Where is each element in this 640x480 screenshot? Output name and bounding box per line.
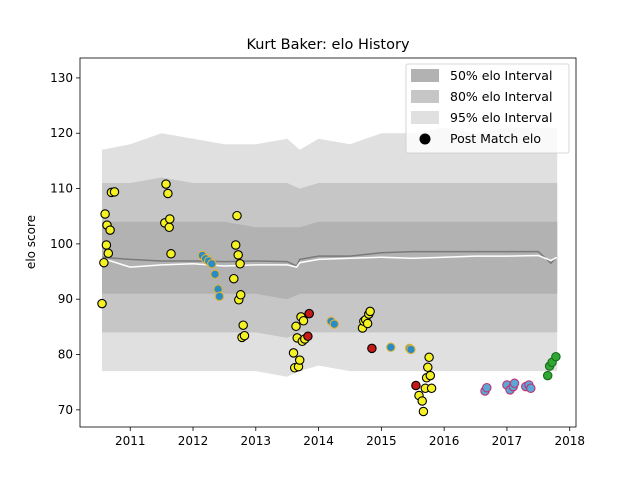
post-match-elo-point <box>362 318 373 329</box>
post-match-elo-point <box>291 321 301 332</box>
post-match-elo-point <box>509 378 520 389</box>
post-match-elo-point <box>105 225 115 235</box>
post-match-elo-point <box>482 382 492 393</box>
post-match-elo-point <box>239 330 250 341</box>
x-tick-label: 2013 <box>241 434 272 448</box>
post-match-elo-point <box>418 406 429 417</box>
post-match-elo-point <box>411 380 421 391</box>
legend-label-80: 80% elo Interval <box>450 89 552 104</box>
post-match-elo-point <box>214 291 225 302</box>
x-tick-label: 2015 <box>366 434 397 448</box>
elo-median-line <box>101 254 558 268</box>
post-match-elo-point <box>235 259 245 269</box>
chart-title: Kurt Baker: elo History <box>246 37 410 53</box>
legend: 50% elo Interval 80% elo Interval 95% el… <box>405 63 570 154</box>
post-match-elo-point <box>109 187 120 197</box>
y-tick-label: 110 <box>50 182 73 196</box>
legend-label-95: 95% elo Interval <box>450 110 552 125</box>
post-match-elo-point <box>164 222 174 233</box>
legend-swatch-50 <box>411 69 439 82</box>
post-match-elo-point <box>161 179 171 189</box>
post-match-elo-point <box>367 343 377 354</box>
post-match-elo-point <box>329 319 340 329</box>
post-match-elo-point <box>406 344 416 355</box>
post-match-elo-point <box>232 210 242 221</box>
post-match-elo-point <box>423 362 433 373</box>
y-tick-label: 130 <box>50 71 73 85</box>
post-match-elo-point <box>424 352 434 363</box>
post-match-elo-point <box>526 383 536 394</box>
post-match-elo-point <box>294 355 305 365</box>
x-tick-label: 2017 <box>492 434 523 448</box>
post-match-elo-point <box>303 331 313 342</box>
post-match-elo-point <box>97 298 107 309</box>
post-match-elo-point <box>101 240 112 250</box>
x-axis-ticks: 2011 2012 2013 2014 2015 2016 2017 2018 <box>115 427 585 448</box>
legend-label-50: 50% elo Interval <box>450 68 552 83</box>
elo-mean-line <box>101 250 558 267</box>
post-match-elo-point <box>230 240 241 250</box>
post-match-elo-points <box>97 179 561 417</box>
post-match-elo-point <box>207 259 217 269</box>
post-match-elo-point <box>304 308 314 319</box>
post-match-elo-point <box>386 342 396 353</box>
post-match-elo-point <box>288 348 299 358</box>
post-match-elo-point <box>417 396 427 406</box>
post-match-elo-point <box>100 209 110 219</box>
post-match-elo-point <box>103 248 114 259</box>
post-match-elo-point <box>238 320 248 330</box>
y-tick-label: 120 <box>50 126 73 140</box>
post-match-elo-point <box>166 249 176 259</box>
legend-label-post-match: Post Match elo <box>450 131 541 146</box>
y-tick-label: 100 <box>50 237 73 251</box>
x-tick-label: 2011 <box>115 434 146 448</box>
x-tick-label: 2016 <box>429 434 460 448</box>
y-tick-label: 80 <box>58 348 73 362</box>
post-match-elo-point <box>425 370 436 381</box>
legend-marker-post-match <box>419 133 431 145</box>
post-match-elo-point <box>365 306 375 317</box>
legend-box <box>405 63 570 154</box>
post-match-elo-point <box>235 290 246 300</box>
legend-swatch-80 <box>411 90 439 103</box>
post-match-elo-point <box>298 316 309 326</box>
y-tick-label: 90 <box>58 292 73 306</box>
post-match-elo-point <box>233 250 243 260</box>
y-axis-ticks: 70 80 90 100 110 120 130 <box>50 71 80 417</box>
plot-frame <box>79 57 577 428</box>
post-match-elo-point <box>99 257 109 268</box>
post-match-elo-point <box>426 383 437 394</box>
x-tick-label: 2014 <box>303 434 334 448</box>
post-match-elo-point <box>210 269 220 280</box>
post-match-elo-point <box>163 188 173 199</box>
band-50 <box>102 221 558 300</box>
post-match-elo-point <box>542 370 553 381</box>
post-match-elo-point <box>551 351 561 362</box>
post-match-elo-point <box>165 214 175 224</box>
x-tick-label: 2018 <box>554 434 585 448</box>
y-tick-label: 70 <box>58 403 73 417</box>
post-match-elo-point <box>229 273 239 284</box>
elo-mean-lines <box>101 250 558 268</box>
y-axis-label: elo score <box>24 215 38 269</box>
elo-interval-bands <box>102 127 558 377</box>
legend-swatch-95 <box>411 111 439 124</box>
x-tick-label: 2012 <box>178 434 209 448</box>
